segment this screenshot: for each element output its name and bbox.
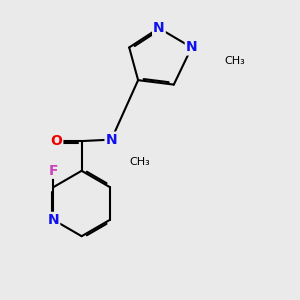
Text: N: N bbox=[48, 213, 59, 227]
Text: O: O bbox=[50, 134, 62, 148]
Text: N: N bbox=[106, 133, 117, 147]
Text: F: F bbox=[49, 164, 58, 178]
Text: N: N bbox=[186, 40, 197, 55]
Text: CH₃: CH₃ bbox=[129, 157, 150, 167]
Text: N: N bbox=[153, 21, 165, 35]
Text: CH₃: CH₃ bbox=[224, 56, 245, 66]
